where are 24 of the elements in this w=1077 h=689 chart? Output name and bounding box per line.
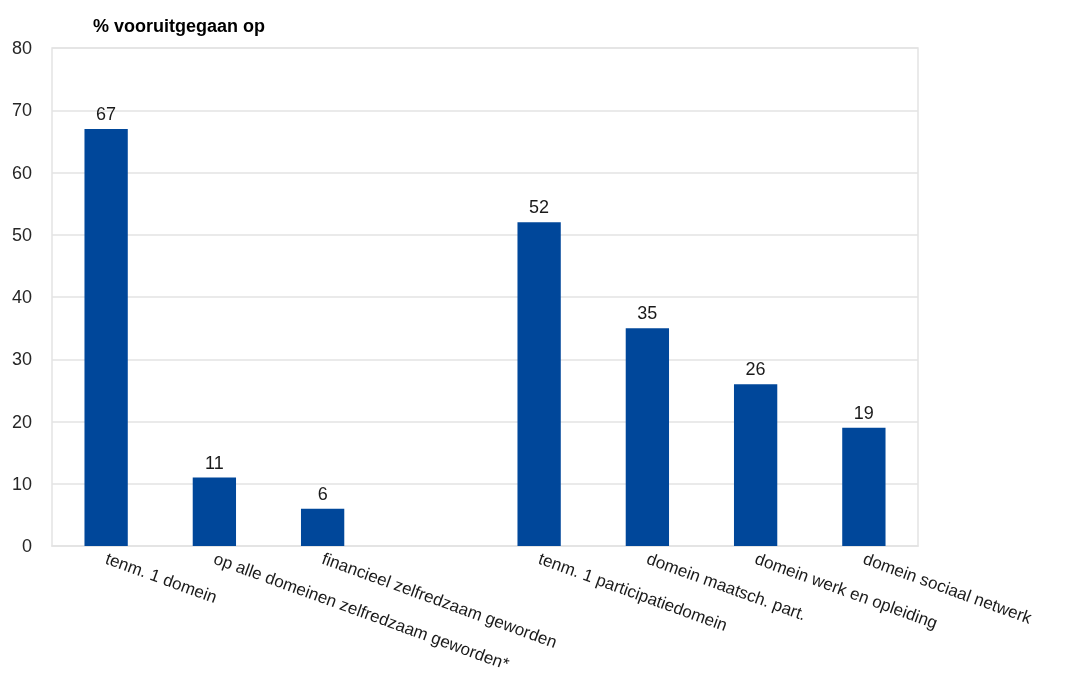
chart-title: % vooruitgegaan op (93, 16, 266, 36)
bar (192, 477, 237, 546)
bar (842, 427, 886, 546)
bar (84, 128, 128, 546)
data-label: 6 (317, 483, 328, 504)
bar (300, 508, 345, 546)
y-tick-label: 80 (11, 38, 32, 58)
data-label: 35 (637, 303, 658, 324)
y-tick-label: 10 (11, 473, 32, 494)
data-label: 67 (96, 103, 117, 124)
bar (625, 328, 670, 546)
y-tick-label: 30 (11, 349, 32, 370)
y-tick-label: 0 (21, 536, 32, 556)
y-tick-label: 70 (11, 100, 32, 121)
y-tick-label: 20 (11, 411, 32, 432)
y-tick-label: 60 (11, 162, 32, 183)
data-label: 52 (529, 197, 550, 218)
bar (733, 384, 778, 546)
data-label: 11 (205, 452, 224, 473)
data-label: 19 (853, 402, 874, 423)
y-tick-label: 50 (11, 224, 32, 245)
data-label: 26 (745, 359, 766, 380)
bar (517, 222, 561, 546)
y-tick-label: 40 (11, 287, 32, 307)
